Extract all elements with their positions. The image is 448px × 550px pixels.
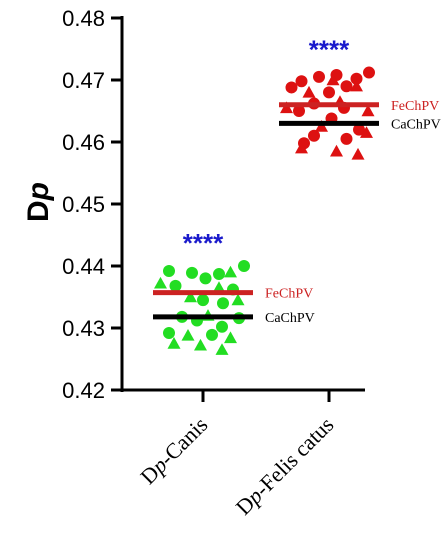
data-point-circle	[340, 80, 353, 93]
data-point-triangle	[224, 265, 237, 278]
mean-lines: FeChPV CaChPV **** FeChPV CaChPV ****	[153, 35, 441, 326]
data-point-circle	[293, 105, 305, 117]
y-tick-label: 0.42	[62, 378, 105, 403]
data-point-circle	[163, 264, 175, 277]
data-point-circle	[213, 268, 225, 281]
data-point-triangle	[184, 290, 197, 303]
data-point-circle	[313, 70, 325, 83]
data-point-circle	[363, 66, 375, 79]
data-point-circle	[285, 81, 298, 94]
y-tick-label: 0.46	[62, 130, 105, 155]
data-point-triangle	[167, 337, 181, 349]
data-point-triangle	[361, 104, 375, 117]
mean-label: FeChPV	[265, 287, 313, 302]
data-point-circle	[340, 132, 353, 145]
y-axis-label: Dp	[22, 182, 55, 222]
x-tick-label-suffix: -Felis catus	[250, 412, 339, 501]
y-tick-label: 0.43	[62, 316, 105, 341]
data-point-circle	[197, 294, 209, 307]
data-point-triangle	[360, 126, 373, 138]
data-point-circle	[186, 266, 198, 279]
x-tick-label: Dp-Canis	[135, 412, 212, 489]
x-tick-label-suffix: -Canis	[154, 412, 212, 470]
data-point-circle	[217, 297, 229, 310]
significance-stars: ****	[183, 228, 224, 258]
data-point-triangle	[154, 276, 167, 289]
data-point-triangle	[194, 338, 207, 351]
data-point-triangle	[231, 293, 245, 306]
data-point-triangle	[351, 147, 365, 160]
data-point-circle	[206, 328, 218, 341]
axes: 0.42 0.43 0.44 0.45 0.46 0.47 0.48 Dp-CanisDp-F…	[62, 6, 365, 520]
data-point-circle	[353, 123, 365, 136]
x-tick-label: Dp-Felis catus	[231, 412, 339, 520]
data-point-circle	[308, 129, 320, 142]
data-point-triangle	[302, 85, 316, 98]
data-point-triangle	[350, 79, 363, 92]
significance-stars: ****	[309, 35, 350, 65]
data-point-triangle	[295, 141, 308, 154]
y-tick-label: 0.48	[62, 6, 105, 31]
data-point-circle	[199, 272, 212, 285]
data-point-triangle	[326, 73, 340, 86]
y-axis-label-italic: p	[22, 182, 55, 201]
y-tick-label: 0.45	[62, 192, 105, 217]
data-point-circle	[169, 279, 182, 292]
data-point-triangle	[181, 328, 195, 341]
data-point-triangle	[212, 281, 226, 293]
mean-label: FeChPV	[391, 99, 439, 114]
y-tick-label: 0.44	[62, 254, 105, 279]
data-point-circle	[163, 326, 175, 339]
y-axis-label-main: D	[22, 200, 55, 222]
data-point-circle	[350, 72, 363, 85]
data-point-circle	[323, 86, 335, 99]
data-point-circle	[238, 260, 250, 272]
data-point-triangle	[215, 343, 229, 355]
data-point-circle	[295, 75, 308, 88]
mean-label: CaChPV	[391, 117, 441, 132]
y-tick-label: 0.47	[62, 68, 105, 93]
data-point-triangle	[224, 331, 237, 344]
data-point-circle	[216, 320, 228, 333]
mean-label: CaChPV	[265, 311, 315, 326]
data-point-triangle	[330, 144, 343, 157]
